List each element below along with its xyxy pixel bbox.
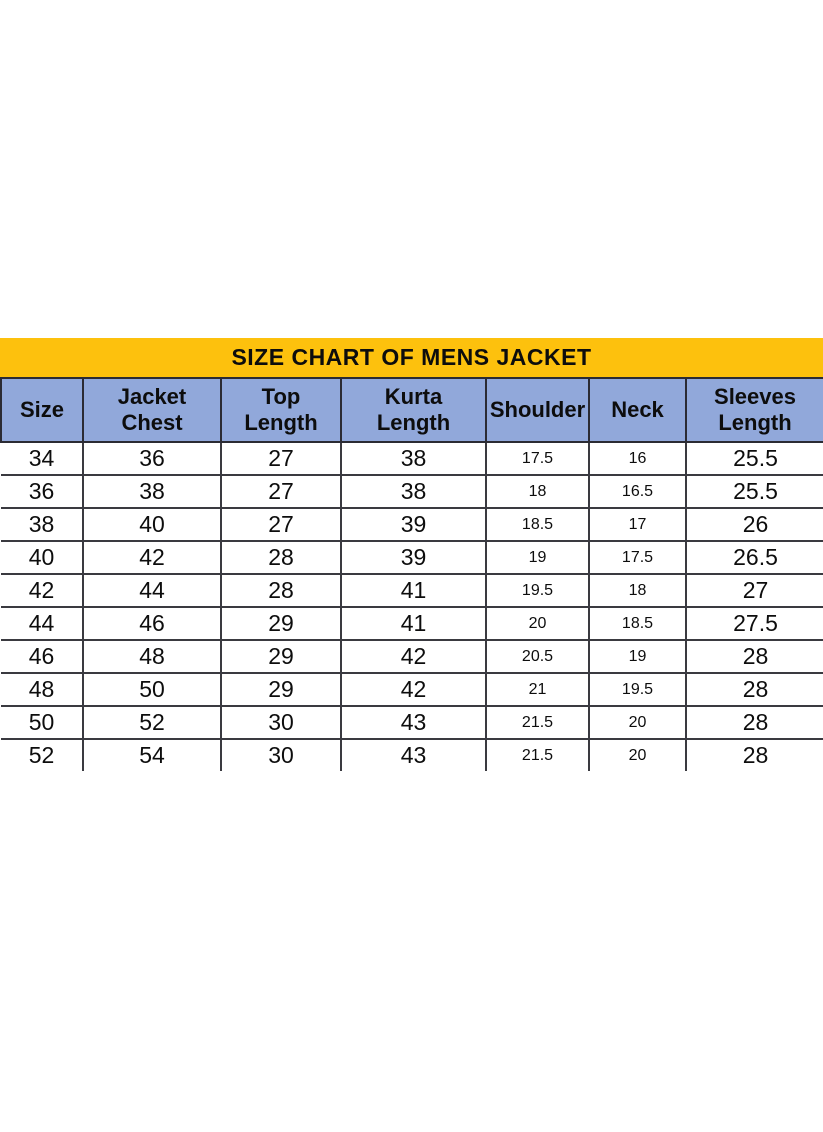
sleeves-length-cell: 26.5 — [685, 540, 823, 575]
shoulder-cell: 21 — [485, 672, 590, 707]
jacket-chest-cell: 54 — [82, 738, 222, 771]
size-cell: 40 — [1, 540, 84, 575]
kurta-length-cell: 38 — [340, 474, 487, 509]
top-length-cell: 30 — [220, 738, 342, 771]
shoulder-cell: 21.5 — [485, 705, 590, 740]
neck-cell: 18 — [588, 573, 687, 608]
table-row: 36 38 27 38 18 16.5 25.5 — [1, 474, 823, 509]
shoulder-cell: 18 — [485, 474, 590, 509]
kurta-length-cell: 41 — [340, 573, 487, 608]
jacket-chest-cell: 48 — [82, 639, 222, 674]
sleeves-length-cell: 27.5 — [685, 606, 823, 641]
size-cell: 48 — [1, 672, 84, 707]
table-row: 46 48 29 42 20.5 19 28 — [1, 639, 823, 674]
neck-cell: 18.5 — [588, 606, 687, 641]
shoulder-cell: 21.5 — [485, 738, 590, 771]
chart-title: SIZE CHART OF MENS JACKET — [231, 344, 592, 370]
table-row: 52 54 30 43 21.5 20 28 — [1, 738, 823, 771]
size-cell: 36 — [1, 474, 84, 509]
neck-cell: 16.5 — [588, 474, 687, 509]
kurta-length-cell: 41 — [340, 606, 487, 641]
table-row: 48 50 29 42 21 19.5 28 — [1, 672, 823, 707]
size-cell: 44 — [1, 606, 84, 641]
column-header-kurta-length: Kurta Length — [340, 377, 487, 443]
top-length-cell: 29 — [220, 639, 342, 674]
size-cell: 50 — [1, 705, 84, 740]
shoulder-cell: 20 — [485, 606, 590, 641]
size-cell: 52 — [1, 738, 84, 771]
top-length-cell: 29 — [220, 672, 342, 707]
kurta-length-cell: 43 — [340, 705, 487, 740]
table-row: 34 36 27 38 17.5 16 25.5 — [1, 441, 823, 476]
kurta-length-cell: 43 — [340, 738, 487, 771]
size-cell: 34 — [1, 441, 84, 476]
top-length-cell: 28 — [220, 573, 342, 608]
shoulder-cell: 19.5 — [485, 573, 590, 608]
top-length-cell: 27 — [220, 507, 342, 542]
shoulder-cell: 20.5 — [485, 639, 590, 674]
top-length-cell: 27 — [220, 474, 342, 509]
top-length-cell: 28 — [220, 540, 342, 575]
sleeves-length-cell: 25.5 — [685, 441, 823, 476]
size-cell: 46 — [1, 639, 84, 674]
table-row: 40 42 28 39 19 17.5 26.5 — [1, 540, 823, 575]
neck-cell: 17.5 — [588, 540, 687, 575]
neck-cell: 16 — [588, 441, 687, 476]
kurta-length-cell: 42 — [340, 672, 487, 707]
kurta-length-cell: 39 — [340, 507, 487, 542]
table-row: 50 52 30 43 21.5 20 28 — [1, 705, 823, 740]
table-row: 42 44 28 41 19.5 18 27 — [1, 573, 823, 608]
header-row: Size Jacket Chest Top Length Kurta Lengt… — [0, 377, 823, 443]
sleeves-length-cell: 26 — [685, 507, 823, 542]
sleeves-length-cell: 28 — [685, 738, 823, 771]
jacket-chest-cell: 50 — [82, 672, 222, 707]
kurta-length-cell: 39 — [340, 540, 487, 575]
neck-cell: 19.5 — [588, 672, 687, 707]
chart-title-band: SIZE CHART OF MENS JACKET — [0, 338, 823, 377]
jacket-chest-cell: 42 — [82, 540, 222, 575]
sleeves-length-cell: 28 — [685, 639, 823, 674]
kurta-length-cell: 42 — [340, 639, 487, 674]
jacket-chest-cell: 46 — [82, 606, 222, 641]
jacket-chest-cell: 38 — [82, 474, 222, 509]
jacket-chest-cell: 40 — [82, 507, 222, 542]
shoulder-cell: 17.5 — [485, 441, 590, 476]
neck-cell: 17 — [588, 507, 687, 542]
column-header-neck: Neck — [588, 377, 687, 443]
shoulder-cell: 19 — [485, 540, 590, 575]
size-cell: 38 — [1, 507, 84, 542]
neck-cell: 20 — [588, 705, 687, 740]
top-length-cell: 29 — [220, 606, 342, 641]
column-header-sleeves-length: Sleeves Length — [685, 377, 823, 443]
size-table-body: 34 36 27 38 17.5 16 25.5 36 38 27 38 18 16.5 25.5 38 40… — [1, 441, 823, 771]
jacket-chest-cell: 52 — [82, 705, 222, 740]
sleeves-length-cell: 27 — [685, 573, 823, 608]
size-table-header: Size Jacket Chest Top Length Kurta Lengt… — [0, 377, 823, 443]
top-length-cell: 30 — [220, 705, 342, 740]
sleeves-length-cell: 28 — [685, 705, 823, 740]
shoulder-cell: 18.5 — [485, 507, 590, 542]
neck-cell: 20 — [588, 738, 687, 771]
size-chart: SIZE CHART OF MENS JACKET Size Jacket Ch… — [0, 338, 823, 771]
jacket-chest-cell: 36 — [82, 441, 222, 476]
sleeves-length-cell: 25.5 — [685, 474, 823, 509]
column-header-shoulder: Shoulder — [485, 377, 590, 443]
size-cell: 42 — [1, 573, 84, 608]
column-header-size: Size — [0, 377, 84, 443]
jacket-chest-cell: 44 — [82, 573, 222, 608]
table-row: 44 46 29 41 20 18.5 27.5 — [1, 606, 823, 641]
neck-cell: 19 — [588, 639, 687, 674]
sleeves-length-cell: 28 — [685, 672, 823, 707]
column-header-top-length: Top Length — [220, 377, 342, 443]
column-header-jacket-chest: Jacket Chest — [82, 377, 222, 443]
kurta-length-cell: 38 — [340, 441, 487, 476]
top-length-cell: 27 — [220, 441, 342, 476]
table-row: 38 40 27 39 18.5 17 26 — [1, 507, 823, 542]
size-table: Size Jacket Chest Top Length Kurta Lengt… — [0, 377, 823, 771]
